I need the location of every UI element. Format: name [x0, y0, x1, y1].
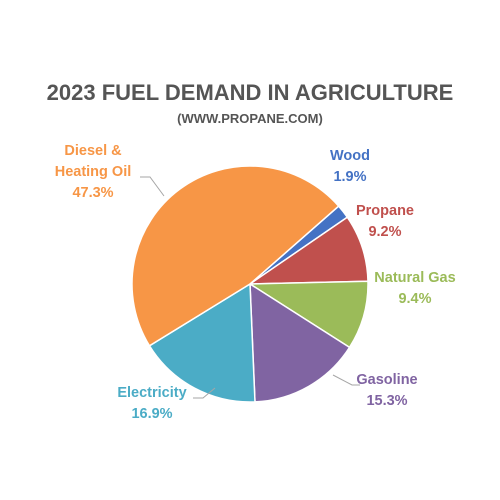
data-label-value-2: 9.4% [398, 291, 431, 307]
leader-line-3 [332, 374, 360, 386]
data-label-category-0: Wood [330, 148, 370, 164]
leader-lines [140, 176, 360, 399]
slice-labels: Wood 1.9% Propane 9.2% Natural Gas 9.4% Gasoli… [55, 143, 456, 422]
data-label-value-4: 16.9% [131, 406, 172, 422]
data-label-category-1: Propane [356, 203, 414, 219]
pie-slice-3 [249, 282, 351, 403]
leader-line-5 [140, 176, 165, 197]
data-label-category-5: Diesel & [64, 143, 122, 159]
leader-line-4 [193, 387, 216, 399]
data-label-category-2: Natural Gas [374, 270, 455, 286]
data-label-value-3: 15.3% [366, 393, 407, 409]
data-label-category-4: Electricity [117, 385, 186, 401]
data-label-category-3: Gasoline [356, 372, 417, 388]
chart-title: 2023 FUEL DEMAND IN AGRICULTURE [47, 80, 454, 105]
data-label-value-0: 1.9% [333, 169, 366, 185]
data-label-value-1: 9.2% [368, 224, 401, 240]
pie-slices [131, 165, 369, 403]
data-label-category-5: Heating Oil [55, 164, 132, 180]
pie-slice-4 [148, 282, 256, 403]
chart-subtitle: (WWW.PROPANE.COM) [177, 111, 323, 126]
pie-slice-5 [131, 165, 340, 347]
data-label-value-5: 47.3% [72, 185, 113, 201]
